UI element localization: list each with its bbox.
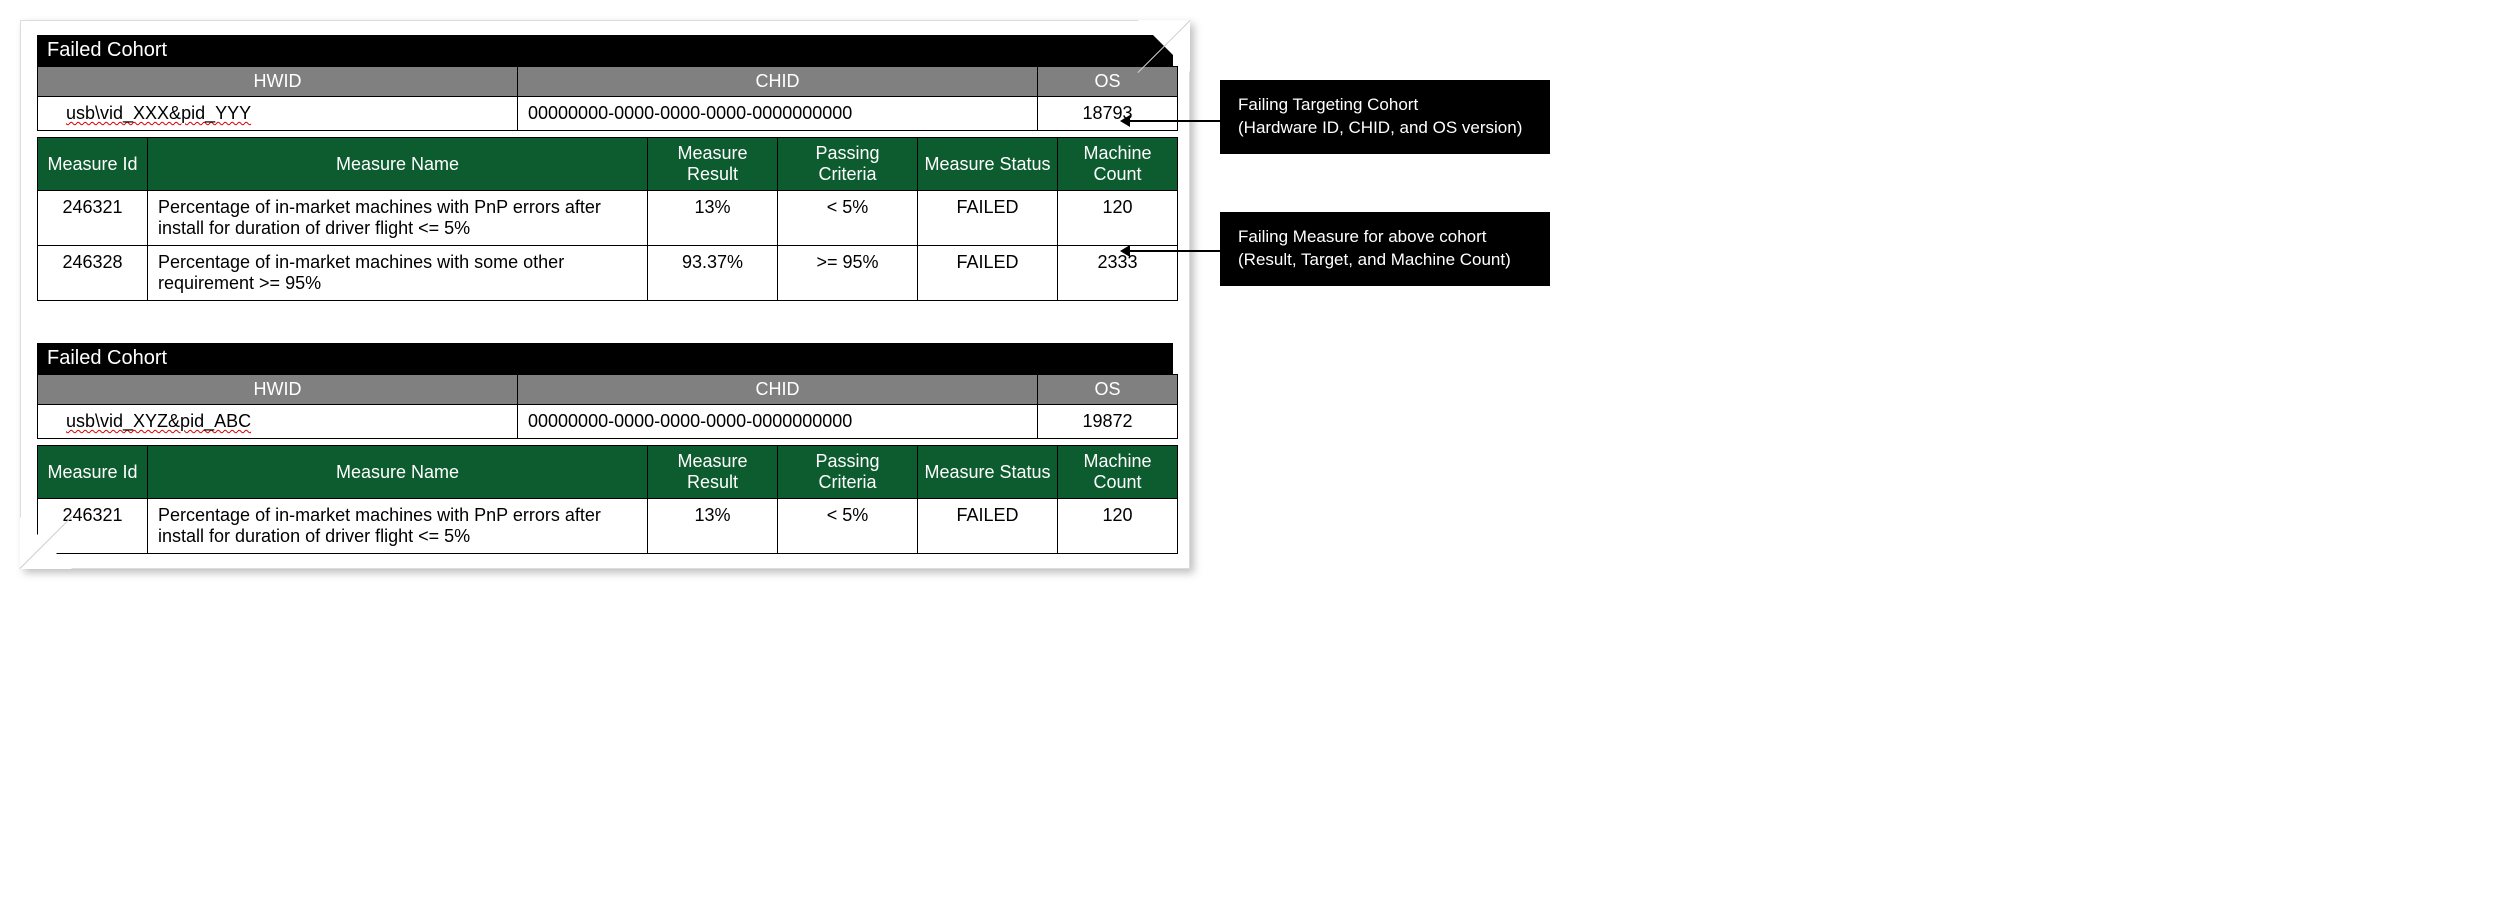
callout-line: Failing Measure for above cohort <box>1238 226 1532 249</box>
callout-arrow <box>1128 250 1220 252</box>
col-header-passing-criteria: Passing Criteria <box>778 446 918 499</box>
col-header-os: OS <box>1038 375 1178 405</box>
col-header-measure-result: Measure Result <box>648 138 778 191</box>
measure-id: 246328 <box>38 246 148 301</box>
hwid-text: usb\vid_XYZ&pid_ABC <box>66 411 251 431</box>
col-header-measure-name: Measure Name <box>148 138 648 191</box>
col-header-measure-id: Measure Id <box>38 446 148 499</box>
col-header-hwid: HWID <box>38 67 518 97</box>
col-header-measure-status: Measure Status <box>918 138 1058 191</box>
machine-count: 2333 <box>1058 246 1178 301</box>
passing-criteria: < 5% <box>778 499 918 554</box>
cohort-target-table: HWID CHID OS usb\vid_XYZ&pid_ABC 0000000… <box>37 374 1178 439</box>
col-header-passing-criteria: Passing Criteria <box>778 138 918 191</box>
col-header-measure-result: Measure Result <box>648 446 778 499</box>
measures-table: Measure Id Measure Name Measure Result P… <box>37 137 1178 301</box>
failed-cohort-block: Failed Cohort HWID CHID OS usb\vid_XXX&p… <box>37 35 1173 301</box>
table-row: 246321 Percentage of in-market machines … <box>38 191 1178 246</box>
passing-criteria: >= 95% <box>778 246 918 301</box>
col-header-measure-name: Measure Name <box>148 446 648 499</box>
callout-failing-measure: Failing Measure for above cohort (Result… <box>1220 212 1550 286</box>
table-row: 246328 Percentage of in-market machines … <box>38 246 1178 301</box>
measure-status: FAILED <box>918 191 1058 246</box>
chid-value: 00000000-0000-0000-0000-0000000000 <box>518 405 1038 439</box>
measure-id: 246321 <box>38 191 148 246</box>
col-header-measure-status: Measure Status <box>918 446 1058 499</box>
col-header-measure-id: Measure Id <box>38 138 148 191</box>
table-header-row: HWID CHID OS <box>38 375 1178 405</box>
measure-name: Percentage of in-market machines with so… <box>148 246 648 301</box>
cohort-title-bar: Failed Cohort <box>37 35 1173 66</box>
col-header-hwid: HWID <box>38 375 518 405</box>
chid-value: 00000000-0000-0000-0000-0000000000 <box>518 97 1038 131</box>
callout-targeting-cohort: Failing Targeting Cohort (Hardware ID, C… <box>1220 80 1550 154</box>
measures-table: Measure Id Measure Name Measure Result P… <box>37 445 1178 554</box>
callout-line: Failing Targeting Cohort <box>1238 94 1532 117</box>
hwid-value: usb\vid_XXX&pid_YYY <box>38 97 518 131</box>
callout-arrow <box>1128 120 1220 122</box>
table-header-row: HWID CHID OS <box>38 67 1178 97</box>
cohort-title-bar: Failed Cohort <box>37 343 1173 374</box>
col-header-chid: CHID <box>518 67 1038 97</box>
table-row: 246321 Percentage of in-market machines … <box>38 499 1178 554</box>
table-header-row: Measure Id Measure Name Measure Result P… <box>38 138 1178 191</box>
measure-name: Percentage of in-market machines with Pn… <box>148 499 648 554</box>
report-card: Failed Cohort HWID CHID OS usb\vid_XXX&p… <box>20 20 1190 569</box>
col-header-chid: CHID <box>518 375 1038 405</box>
measure-status: FAILED <box>918 246 1058 301</box>
measure-result: 13% <box>648 191 778 246</box>
machine-count: 120 <box>1058 191 1178 246</box>
col-header-machine-count: Machine Count <box>1058 446 1178 499</box>
passing-criteria: < 5% <box>778 191 918 246</box>
measure-result: 13% <box>648 499 778 554</box>
measure-status: FAILED <box>918 499 1058 554</box>
callout-line: (Result, Target, and Machine Count) <box>1238 249 1532 272</box>
table-row: usb\vid_XYZ&pid_ABC 00000000-0000-0000-0… <box>38 405 1178 439</box>
diagram-stage: Failed Cohort HWID CHID OS usb\vid_XXX&p… <box>20 20 1560 569</box>
col-header-machine-count: Machine Count <box>1058 138 1178 191</box>
table-row: usb\vid_XXX&pid_YYY 00000000-0000-0000-0… <box>38 97 1178 131</box>
measure-result: 93.37% <box>648 246 778 301</box>
machine-count: 120 <box>1058 499 1178 554</box>
table-header-row: Measure Id Measure Name Measure Result P… <box>38 446 1178 499</box>
os-value: 19872 <box>1038 405 1178 439</box>
cohort-target-table: HWID CHID OS usb\vid_XXX&pid_YYY 0000000… <box>37 66 1178 131</box>
os-value: 18793 <box>1038 97 1178 131</box>
failed-cohort-block: Failed Cohort HWID CHID OS usb\vid_XYZ&p… <box>37 343 1173 554</box>
hwid-value: usb\vid_XYZ&pid_ABC <box>38 405 518 439</box>
callout-line: (Hardware ID, CHID, and OS version) <box>1238 117 1532 140</box>
measure-name: Percentage of in-market machines with Pn… <box>148 191 648 246</box>
hwid-text: usb\vid_XXX&pid_YYY <box>66 103 251 123</box>
